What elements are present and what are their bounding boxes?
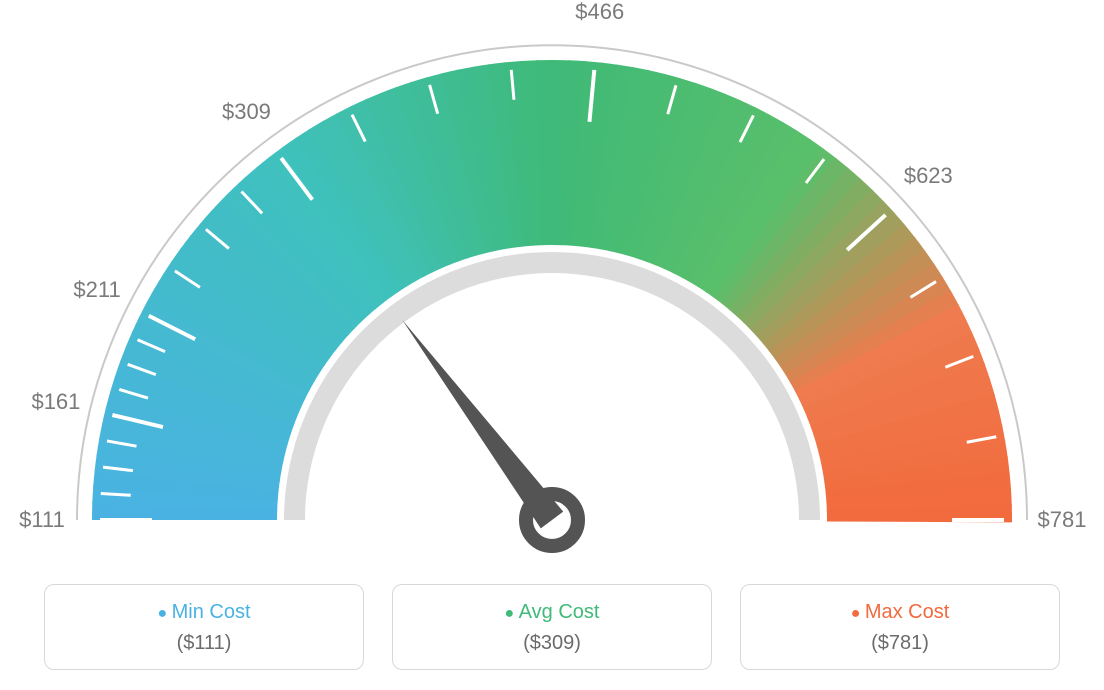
legend-box-max: Max Cost ($781) bbox=[740, 584, 1060, 670]
tick-label: $623 bbox=[904, 163, 953, 189]
legend-title: Max Cost bbox=[751, 601, 1049, 624]
legend-value: ($309) bbox=[403, 632, 701, 655]
tick-label: $309 bbox=[222, 99, 271, 125]
tick-label: $161 bbox=[31, 389, 80, 415]
tick-label: $111 bbox=[19, 507, 65, 533]
gauge-area: $111 $161 $211 $309 $466 $623 $781 bbox=[0, 0, 1104, 560]
needle bbox=[402, 320, 578, 546]
tick-label: $211 bbox=[73, 277, 120, 303]
legend-box-avg: Avg Cost ($309) bbox=[392, 584, 712, 670]
chart-container: $111 $161 $211 $309 $466 $623 $781 Min Cost ($1… bbox=[0, 0, 1104, 690]
legend-row: Min Cost ($111) Avg Cost ($309) Max Cost ($78… bbox=[0, 584, 1104, 670]
legend-title: Avg Cost bbox=[403, 601, 701, 624]
legend-title: Min Cost bbox=[55, 601, 353, 624]
gauge-svg bbox=[0, 0, 1104, 560]
tick-label: $466 bbox=[575, 0, 624, 25]
legend-value: ($111) bbox=[55, 632, 353, 655]
tick-label: $781 bbox=[1038, 507, 1087, 533]
legend-value: ($781) bbox=[751, 632, 1049, 655]
legend-box-min: Min Cost ($111) bbox=[44, 584, 364, 670]
gauge-arc bbox=[92, 60, 1012, 522]
